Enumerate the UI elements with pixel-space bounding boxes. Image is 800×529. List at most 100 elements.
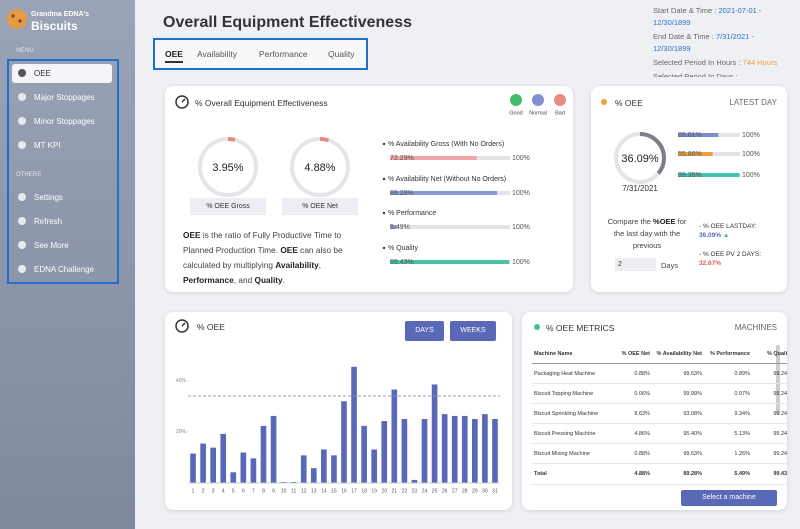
previous-value: 32.67%	[699, 260, 722, 267]
tab[interactable]: Availability	[197, 49, 238, 59]
cell: 9.34%	[704, 403, 752, 424]
menu-heading: MENU	[16, 48, 34, 54]
x-tick-label: 4	[222, 488, 225, 494]
lastday: - % OEE LASTDAY: 36.09% ▲	[699, 222, 784, 240]
legend: Good Normal Bad	[509, 94, 566, 116]
x-tick-label: 19	[371, 488, 377, 494]
metrics-table: Machine Name% OEE Net% Availability Net%…	[532, 345, 787, 485]
gauge-label: % OEE Gross	[190, 198, 266, 215]
bar	[371, 449, 378, 483]
bullet	[382, 211, 386, 215]
gauge-label: % OEE Net	[282, 198, 358, 215]
chart-button[interactable]: WEEKS	[450, 321, 496, 341]
cookie	[7, 9, 27, 29]
factor-label: % Quality	[388, 245, 418, 252]
text: for the last day with the previous	[613, 217, 687, 250]
cell: Biscuit Pressing Machine	[532, 423, 608, 444]
chip	[18, 19, 22, 23]
table-row[interactable]: Biscuit Mixing Machine 0.88% 99.63% 1.26% 99…	[532, 443, 787, 464]
bold-text: %OEE	[653, 217, 676, 226]
factor-bar	[678, 133, 719, 137]
bar	[431, 384, 438, 483]
cell: 93.08%	[652, 403, 704, 424]
text: Compare the	[607, 217, 654, 226]
bar	[210, 447, 216, 483]
menu-label: See More	[34, 241, 69, 250]
x-tick-label: 30	[482, 488, 488, 494]
tab[interactable]: OEE	[165, 49, 183, 63]
x-tick-label: 15	[331, 488, 337, 494]
cell: 99.24%	[752, 443, 787, 464]
cell: Packaging Heat Machine	[532, 363, 608, 384]
menu-icon	[18, 93, 26, 101]
bar	[200, 443, 206, 483]
gauge: 4.88%	[290, 137, 350, 197]
bar	[240, 452, 247, 483]
info-line: Selected Period In Hours : 744 Hours	[653, 57, 793, 69]
x-tick-label: 20	[381, 488, 387, 494]
days-input[interactable]: 2	[615, 258, 656, 271]
period-info: Start Date & Time : 2021-07-01 - 12/30/1…	[653, 5, 793, 77]
x-tick-label: 13	[311, 488, 317, 494]
chart-button[interactable]: DAYS	[405, 321, 444, 341]
menu-item[interactable]: OEE	[12, 64, 112, 83]
x-tick-label: 3	[212, 488, 215, 494]
previous-label: - % OEE PV 2 DAYS:	[699, 251, 762, 258]
x-tick-label: 10	[281, 488, 287, 494]
bold-text: Performance	[183, 275, 234, 285]
tab-bar: OEE Availability Performance Quality	[153, 38, 368, 70]
bullet	[382, 142, 386, 146]
legend-dot	[532, 94, 544, 106]
table-row[interactable]: Biscuit Topping Machine 0.06% 99.99% 0.07% 9…	[532, 383, 787, 404]
table-row[interactable]: Biscuit Pressing Machine 4.86% 95.40% 5.13%…	[532, 423, 787, 444]
menu-item[interactable]: MT KPI	[12, 136, 112, 155]
menu-item[interactable]: Settings	[12, 188, 112, 207]
x-tick-label: 9	[272, 488, 275, 494]
bar	[492, 419, 498, 483]
factor-max: 100%	[742, 151, 760, 158]
x-tick-label: 24	[422, 488, 428, 494]
factor-bar	[390, 191, 498, 195]
table-row[interactable]: Biscuit Sprinkling Machine 8.63% 93.08% 9.3…	[532, 403, 787, 424]
x-tick-label: 7	[252, 488, 255, 494]
tab[interactable]: Performance	[259, 49, 308, 59]
icon-needle	[181, 98, 186, 103]
logo-icon	[7, 9, 27, 29]
factor-value: 65.01%	[678, 132, 702, 139]
factor-bar	[390, 156, 477, 160]
bar	[472, 419, 478, 483]
legend-label: Bad	[555, 110, 565, 116]
menu-item[interactable]: Minor Stoppages	[12, 112, 112, 131]
tab[interactable]: Quality	[328, 49, 355, 59]
info-label: Start Date & Time :	[653, 6, 717, 15]
logo-top: Grandma EDNA's	[31, 11, 90, 18]
menu-item[interactable]: Refresh	[12, 212, 112, 231]
logo: Biscuits	[31, 19, 78, 33]
cell: 99.63%	[652, 443, 704, 464]
factor-max: 100%	[512, 190, 530, 197]
menu-item[interactable]: EDNA Challenge	[12, 260, 112, 279]
input-unit: Days	[661, 261, 679, 270]
menu-label: Refresh	[34, 217, 63, 226]
cell: 99.24%	[752, 403, 787, 424]
x-tick-label: 5	[232, 488, 235, 494]
table-row[interactable]: Packaging Heat Machine 0.88% 99.63% 0.89% 99…	[532, 363, 787, 384]
menu-item[interactable]: Major Stoppages	[12, 88, 112, 107]
icon-ring	[175, 95, 189, 109]
x-tick-label: 6	[242, 488, 245, 494]
bar	[401, 419, 408, 483]
menu-item[interactable]: See More	[12, 236, 112, 255]
factor-value: 99.43%	[390, 259, 414, 266]
column-header: % Availability Net	[652, 345, 704, 364]
info-line: End Date & Time : 7/31/2021 - 12/30/1899	[653, 31, 793, 55]
bullet	[382, 177, 386, 181]
text: can also be calculated by multiplying	[183, 245, 343, 270]
chart-title: % OEE	[197, 322, 225, 332]
gauge-icon	[175, 95, 189, 109]
cell: 99.24%	[752, 423, 787, 444]
select-machine-button[interactable]: Select a machine	[681, 490, 777, 506]
factor-bars: % Availability Gross (With No Orders) 72.…	[382, 141, 530, 266]
factor-value: 89.28%	[390, 190, 414, 197]
text: ,	[318, 260, 322, 270]
